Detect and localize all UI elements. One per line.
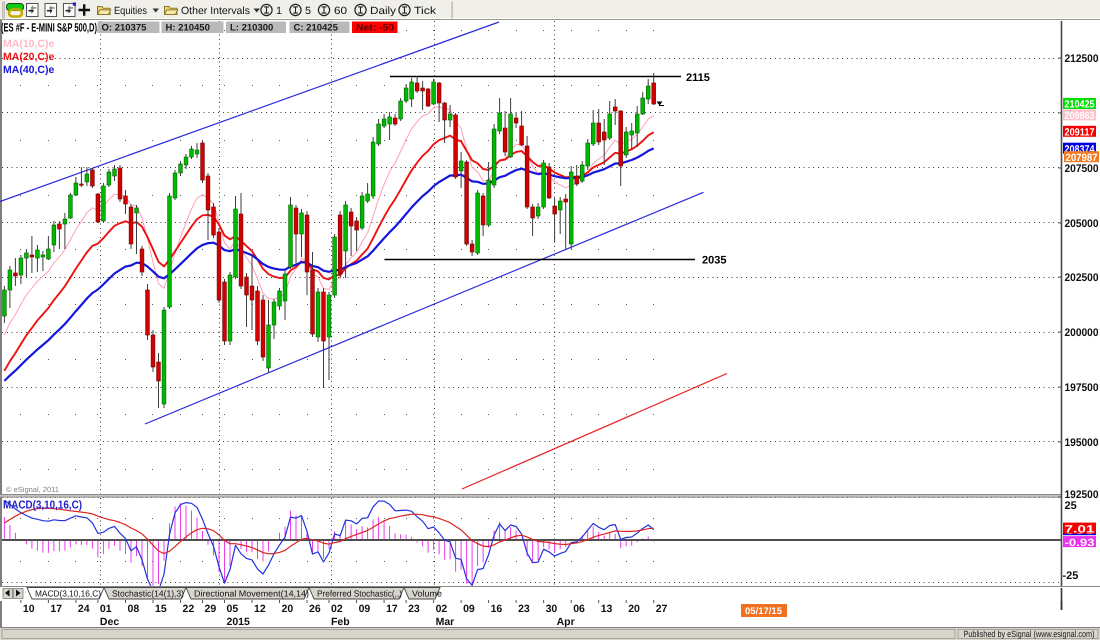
- svg-text:30: 30: [546, 603, 558, 615]
- svg-text:23: 23: [408, 603, 420, 615]
- svg-text:(ES #F - E-MINI S&P 500,D): (ES #F - E-MINI S&P 500,D): [1, 21, 97, 35]
- svg-text:2035: 2035: [702, 255, 726, 267]
- svg-text:MA(40,C)e: MA(40,C)e: [3, 64, 55, 76]
- svg-text:60: 60: [334, 5, 347, 17]
- svg-text:MACD(3,10,16,C): MACD(3,10,16,C): [3, 500, 82, 512]
- svg-text:210425: 210425: [1065, 99, 1095, 111]
- svg-text:Other Intervals: Other Intervals: [181, 5, 250, 17]
- svg-text:10: 10: [23, 603, 35, 615]
- svg-text:200000: 200000: [1065, 327, 1099, 339]
- svg-text:Tick: Tick: [414, 5, 437, 17]
- svg-text:29: 29: [205, 603, 217, 615]
- svg-text:Daily: Daily: [370, 5, 397, 17]
- svg-text:02: 02: [331, 603, 343, 615]
- svg-text:212500: 212500: [1065, 53, 1099, 65]
- svg-text:13: 13: [601, 603, 613, 615]
- svg-text:Mar: Mar: [436, 616, 455, 628]
- svg-text:-0.93: -0.93: [1065, 537, 1095, 549]
- svg-text:12: 12: [254, 603, 266, 615]
- svg-text:7.01: 7.01: [1065, 523, 1095, 535]
- svg-text:207500: 207500: [1065, 163, 1099, 175]
- svg-text:209863: 209863: [1065, 110, 1095, 122]
- svg-text:C: 210425: C: 210425: [294, 23, 339, 34]
- svg-text:15: 15: [155, 603, 167, 615]
- svg-text:MA(10,C)e: MA(10,C)e: [3, 38, 55, 50]
- svg-text:Volume: Volume: [412, 589, 442, 599]
- svg-text:5: 5: [305, 5, 311, 17]
- svg-text:197500: 197500: [1065, 382, 1099, 394]
- svg-text:06: 06: [573, 603, 585, 615]
- svg-text:2015: 2015: [227, 616, 251, 628]
- svg-text:H: 210450: H: 210450: [166, 23, 210, 34]
- svg-text:20: 20: [282, 603, 294, 615]
- svg-text:09: 09: [359, 603, 371, 615]
- svg-text:192500: 192500: [1065, 489, 1099, 501]
- svg-text:Net: -50: Net: -50: [356, 23, 394, 34]
- svg-text:O: 210375: O: 210375: [102, 23, 148, 34]
- svg-text:-25: -25: [1063, 570, 1079, 582]
- svg-text:2115: 2115: [686, 72, 710, 84]
- svg-text:22: 22: [183, 603, 195, 615]
- svg-text:209117: 209117: [1065, 127, 1095, 139]
- svg-text:Stochastic(14(1),3): Stochastic(14(1),3): [112, 589, 184, 599]
- svg-text:01: 01: [100, 603, 112, 615]
- svg-text:23: 23: [518, 603, 530, 615]
- svg-text:Feb: Feb: [331, 616, 350, 628]
- svg-text:27: 27: [656, 603, 668, 615]
- svg-text:Apr: Apr: [557, 616, 575, 628]
- svg-text:Preferred Stochastic(,,): Preferred Stochastic(,,): [317, 589, 402, 599]
- svg-text:09: 09: [463, 603, 475, 615]
- svg-text:02: 02: [436, 603, 448, 615]
- svg-text:17: 17: [386, 603, 398, 615]
- svg-text:Published by eSignal (www.esig: Published by eSignal (www.esignal.com): [964, 629, 1095, 639]
- svg-text:08: 08: [128, 603, 140, 615]
- svg-text:20: 20: [628, 603, 640, 615]
- svg-text:16: 16: [491, 603, 503, 615]
- svg-text:Dec: Dec: [100, 616, 119, 628]
- svg-text:25: 25: [1065, 500, 1077, 512]
- svg-text:26: 26: [309, 603, 321, 615]
- svg-text:05/17/15: 05/17/15: [745, 606, 783, 617]
- svg-text:195000: 195000: [1065, 437, 1099, 449]
- svg-text:205000: 205000: [1065, 218, 1099, 230]
- svg-text:Equities: Equities: [114, 5, 147, 17]
- svg-text:© eSignal, 2011: © eSignal, 2011: [6, 485, 59, 494]
- svg-text:202500: 202500: [1065, 272, 1099, 284]
- svg-text:L: 210300: L: 210300: [230, 23, 273, 34]
- svg-text:05: 05: [227, 603, 239, 615]
- svg-text:1: 1: [276, 5, 282, 17]
- svg-text:MACD(3,10,16,C): MACD(3,10,16,C): [35, 589, 101, 599]
- svg-text:24: 24: [78, 603, 90, 615]
- svg-text:Directional Movement(14,14): Directional Movement(14,14): [194, 589, 309, 599]
- svg-text:17: 17: [50, 603, 62, 615]
- svg-text:207987: 207987: [1066, 152, 1098, 164]
- svg-text:MA(20,C)e: MA(20,C)e: [3, 51, 55, 63]
